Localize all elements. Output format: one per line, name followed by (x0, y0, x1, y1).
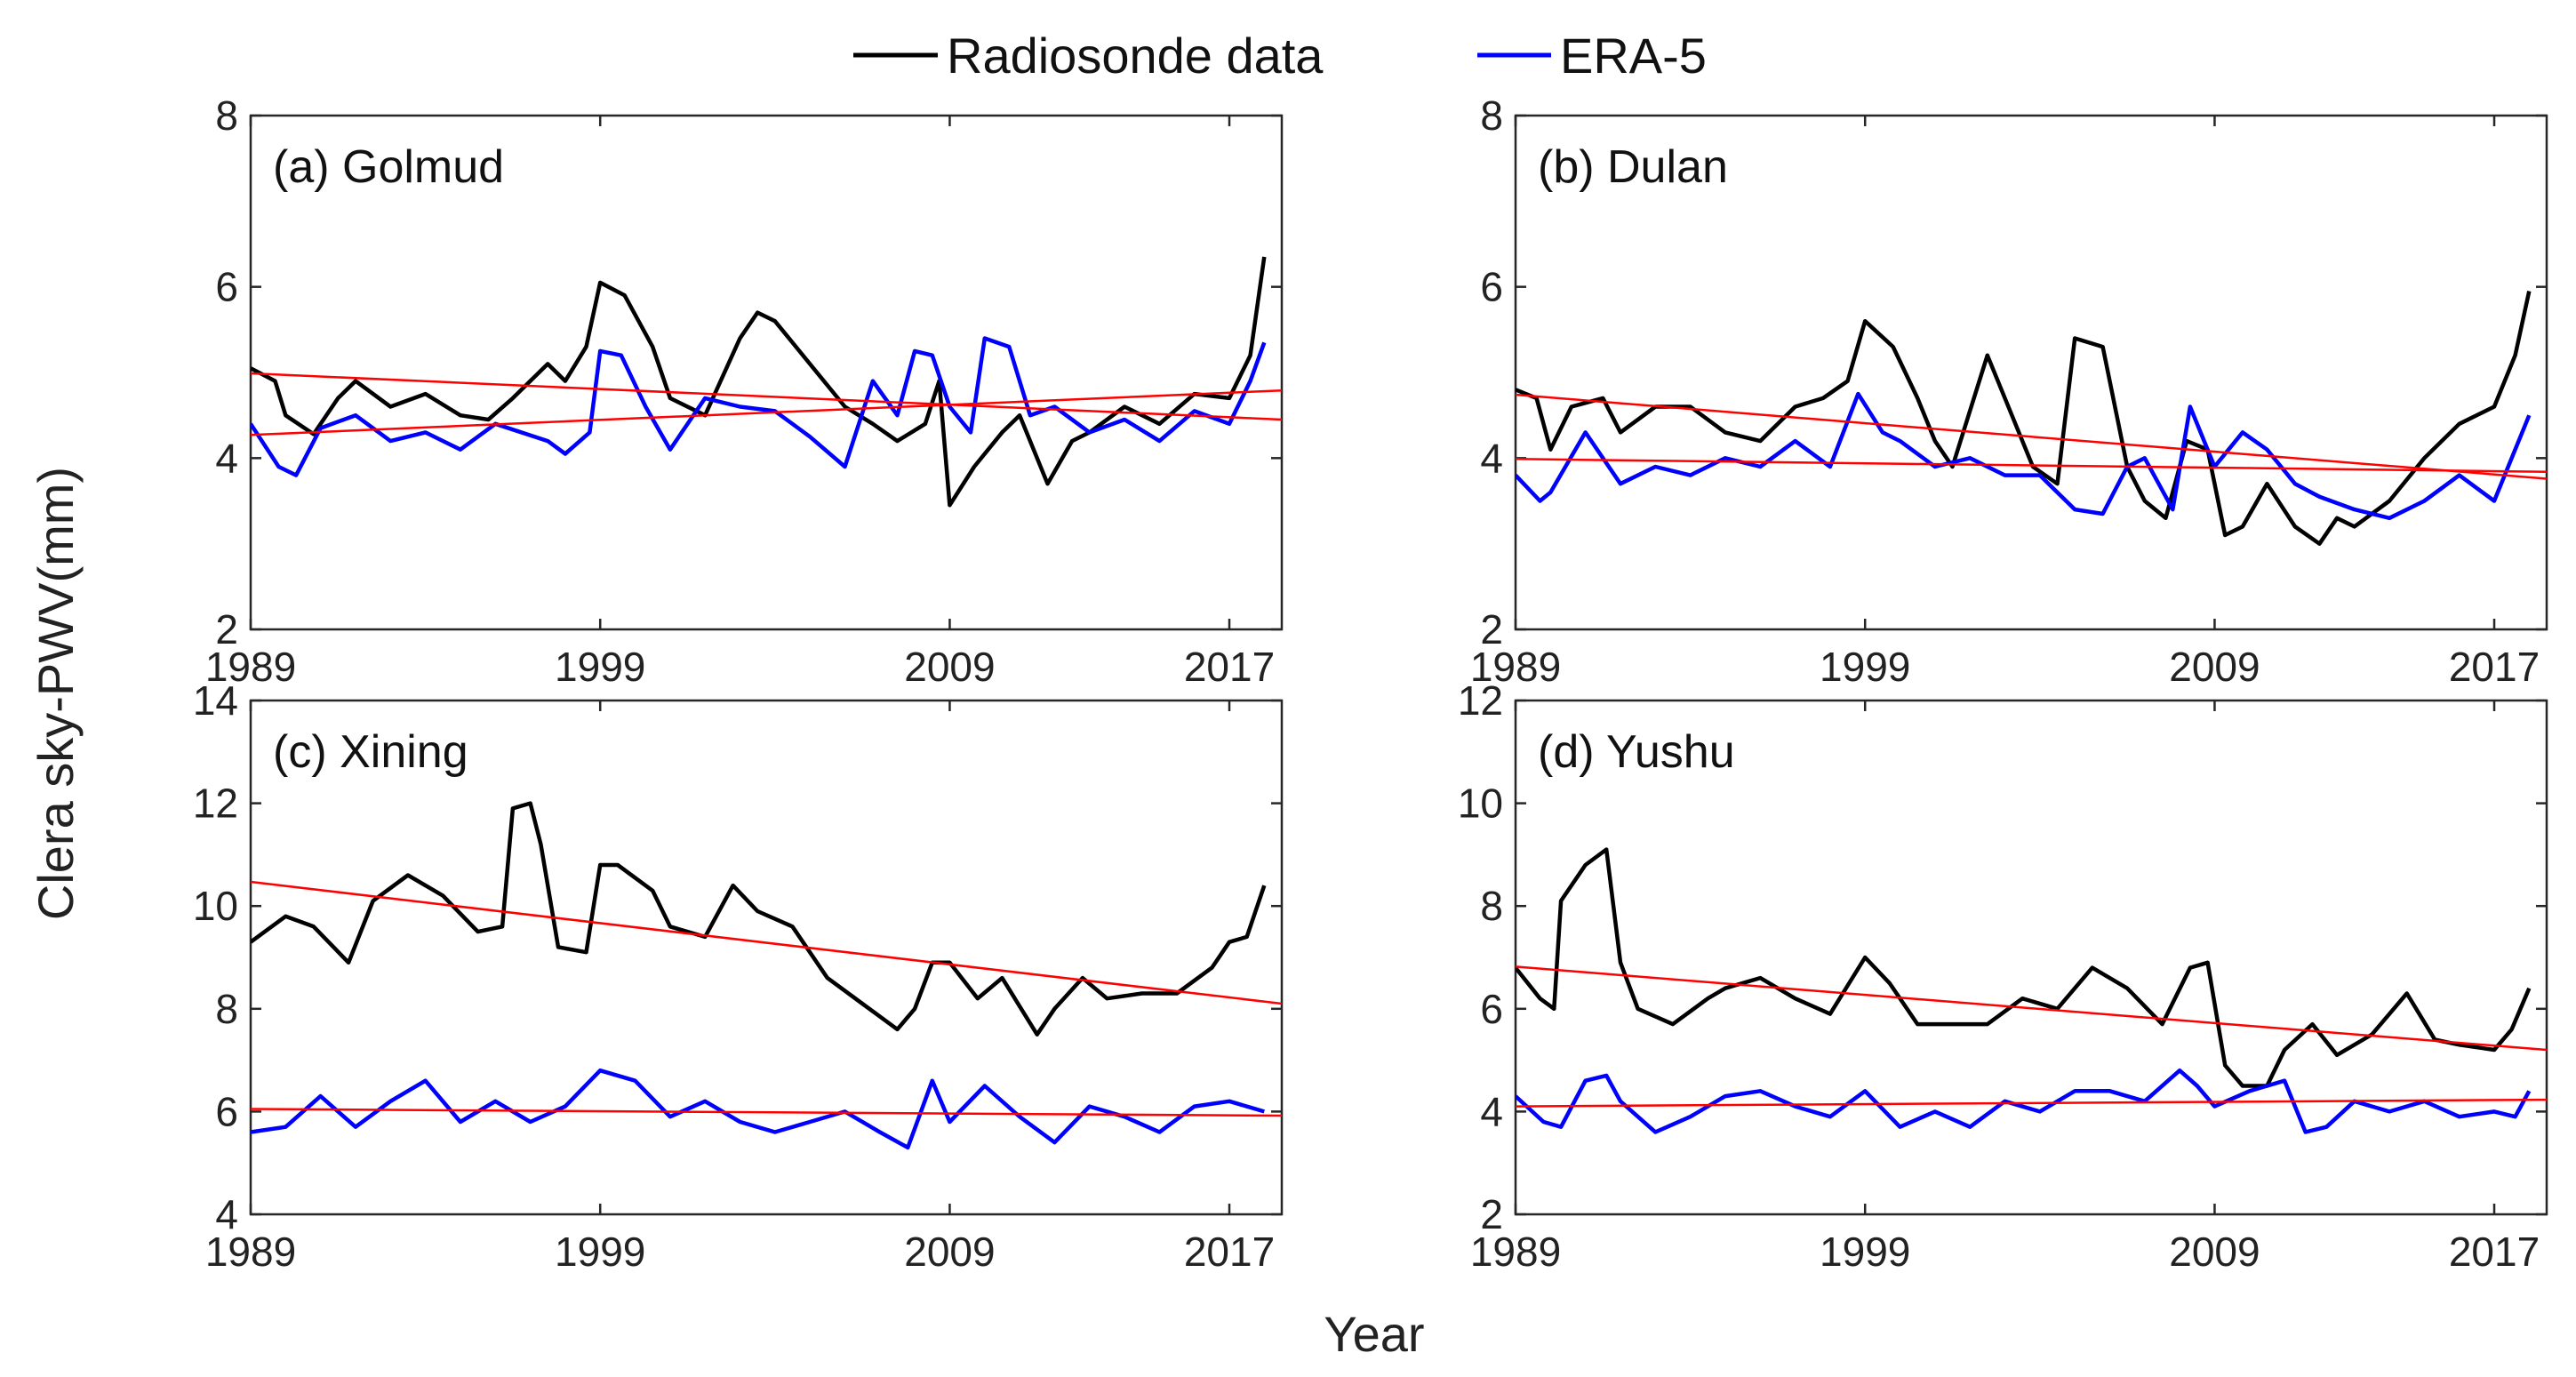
x-tick-label: 2009 (2169, 644, 2260, 690)
series-line-era-5 (251, 1068, 1265, 1150)
series-line-era-5 (1516, 391, 2532, 521)
x-tick-label: 1989 (1470, 1229, 1561, 1275)
y-tick-label: 4 (215, 435, 238, 481)
y-tick-label: 6 (215, 264, 238, 310)
series-line-radiosonde-data (251, 256, 1267, 508)
panel-c-xining: 4 6 8 10 12 14 1989 1999 2009 2017 (c) Xining (193, 677, 1284, 1275)
series-line-era-5-trend (251, 1108, 1282, 1117)
series-line-radiosonde-trend (251, 372, 1282, 421)
y-tick-label: 8 (1480, 92, 1503, 139)
series-line-era-5-trend (1516, 458, 2547, 473)
y-tick-label: 8 (215, 92, 238, 139)
y-tick-label: 4 (215, 1191, 238, 1237)
panel-d-yushu: 2 4 6 8 10 12 1989 1999 2009 2017 (d) Yushu (1458, 677, 2548, 1275)
y-tick-label: 12 (193, 781, 238, 827)
x-tick-label: 2017 (2449, 644, 2540, 690)
legend-label-radiosonde: Radiosonde data (947, 28, 1324, 84)
y-axis-label: Clera sky-PWV(mm) (28, 467, 84, 920)
y-tick-label: 6 (1480, 264, 1503, 310)
y-tick-label: 14 (193, 677, 238, 724)
y-tick-label: 4 (1480, 435, 1503, 481)
panel-a-golmud: 2 4 6 8 1989 1999 2009 2017 (a) Golmud (205, 92, 1284, 690)
x-tick-label: 1999 (555, 1229, 645, 1275)
x-tick-label: 2009 (904, 1229, 995, 1275)
panel-title: (a) Golmud (273, 141, 504, 193)
series-line-radiosonde-data (1516, 291, 2532, 546)
y-tick-label: 4 (1480, 1088, 1503, 1134)
series-line-radiosonde-data (1516, 847, 2532, 1088)
y-tick-label: 12 (1458, 677, 1503, 724)
series-line-era-5 (1516, 1068, 2532, 1134)
axes-frame (249, 114, 1284, 631)
y-tick-label: 8 (215, 986, 238, 1032)
series-line-radiosonde-data (251, 801, 1267, 1037)
legend: Radiosonde data ERA-5 (853, 28, 1707, 84)
panel-title: (b) Dulan (1538, 141, 1728, 193)
x-tick-label: 2017 (1184, 1229, 1275, 1275)
x-tick-label: 1999 (555, 644, 645, 690)
x-tick-label: 1999 (1820, 1229, 1910, 1275)
y-tick-label: 6 (1480, 986, 1503, 1032)
panel-b-dulan: 2 4 6 8 1989 1999 2009 2017 (b) Dulan (1470, 92, 2548, 690)
y-tick-label: 8 (1480, 883, 1503, 929)
y-tick-label: 6 (215, 1088, 238, 1134)
series-line-radiosonde-trend (251, 880, 1282, 1005)
series-line-radiosonde-trend (1516, 393, 2547, 480)
panels: 2 4 6 8 1989 1999 2009 2017 (a) Golmud 2 4 6 8 1989 19… (193, 92, 2548, 1275)
panel-title: (c) Xining (273, 726, 468, 778)
x-tick-label: 1999 (1820, 644, 1910, 690)
x-tick-label: 2017 (1184, 644, 1275, 690)
panel-title: (d) Yushu (1538, 726, 1735, 778)
legend-label-era5: ERA-5 (1560, 28, 1707, 84)
x-tick-label: 2009 (904, 644, 995, 690)
y-tick-label: 2 (1480, 606, 1503, 652)
series-line-era-5 (251, 336, 1267, 477)
axes-frame (249, 699, 1284, 1216)
series-line-era-5-trend (1516, 1098, 2547, 1108)
x-tick-label: 1989 (205, 644, 296, 690)
x-tick-label: 2009 (2169, 1229, 2260, 1275)
axes-frame (1514, 699, 2548, 1216)
y-tick-label: 10 (193, 883, 238, 929)
series-line-era-5-trend (251, 388, 1282, 436)
x-tick-label: 1989 (1470, 644, 1561, 690)
y-tick-label: 2 (215, 606, 238, 652)
x-axis-label: Year (1324, 1306, 1424, 1362)
y-tick-label: 10 (1458, 781, 1503, 827)
series-line-radiosonde-trend (1516, 965, 2547, 1052)
x-tick-label: 2017 (2449, 1229, 2540, 1275)
y-tick-label: 2 (1480, 1191, 1503, 1237)
x-tick-label: 1989 (205, 1229, 296, 1275)
axes-frame (1514, 114, 2548, 631)
